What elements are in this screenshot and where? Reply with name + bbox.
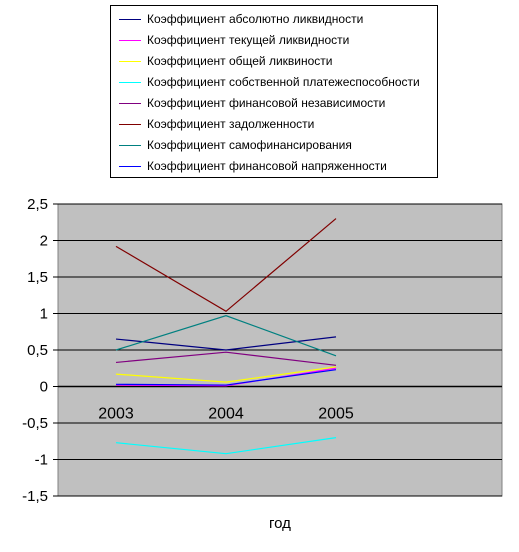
y-tick-label: -1,5 <box>22 488 48 505</box>
series-line <box>115 336 337 351</box>
legend-label: Коэффициент задолженности <box>147 117 315 131</box>
series-line <box>115 366 337 383</box>
series-line <box>115 315 337 357</box>
series-line <box>115 367 337 387</box>
y-tick-label: 2,5 <box>27 196 48 213</box>
y-tick-label: 0 <box>40 379 48 396</box>
y-tick-label: -1 <box>35 452 48 469</box>
y-tick-label: -0,5 <box>22 415 48 432</box>
legend-swatch <box>119 60 141 62</box>
legend-item: Коэффициент текущей ликвидности <box>119 32 349 48</box>
chart-legend: Коэффициент абсолютно ликвидности Коэффи… <box>110 5 438 178</box>
y-tick-label: 1 <box>40 306 48 323</box>
series-line <box>115 437 337 455</box>
series-line <box>115 369 337 386</box>
legend-item: Коэффициент финансовой напряженности <box>119 158 387 174</box>
legend-swatch <box>119 18 141 20</box>
legend-swatch <box>119 81 141 83</box>
x-axis-title: год <box>269 515 291 532</box>
legend-swatch <box>119 165 141 167</box>
legend-label: Коэффициент абсолютно ликвидности <box>147 12 364 26</box>
legend-item: Коэффициент собственной платежеспособнос… <box>119 74 420 90</box>
legend-swatch <box>119 144 141 146</box>
x-tick-label: 2004 <box>208 406 244 423</box>
legend-label: Коэффициент текущей ликвидности <box>147 33 350 47</box>
series-line <box>115 218 337 313</box>
legend-label: Коэффициент общей ликвиности <box>147 54 333 68</box>
legend-label: Коэффициент финансовой независимости <box>147 96 386 110</box>
y-tick-label: 0,5 <box>27 342 48 359</box>
legend-item: Коэффициент задолженности <box>119 116 314 132</box>
legend-swatch <box>119 123 141 125</box>
legend-item: Коэффициент абсолютно ликвидности <box>119 11 363 27</box>
legend-item: Коэффициент самофинансирования <box>119 137 352 153</box>
x-tick-label: 2003 <box>98 406 134 423</box>
legend-label: Коэффициент самофинансирования <box>147 138 352 152</box>
legend-label: Коэффициент собственной платежеспособнос… <box>147 75 420 89</box>
series-line <box>115 351 337 366</box>
legend-item: Коэффициент общей ликвиности <box>119 53 332 69</box>
y-tick-label: 2 <box>40 233 48 250</box>
legend-swatch <box>119 102 141 104</box>
legend-item: Коэффициент финансовой независимости <box>119 95 385 111</box>
legend-label: Коэффициент финансовой напряженности <box>147 159 387 173</box>
y-tick-label: 1,5 <box>27 269 48 286</box>
x-tick-label: 2005 <box>318 406 354 423</box>
legend-swatch <box>119 39 141 41</box>
